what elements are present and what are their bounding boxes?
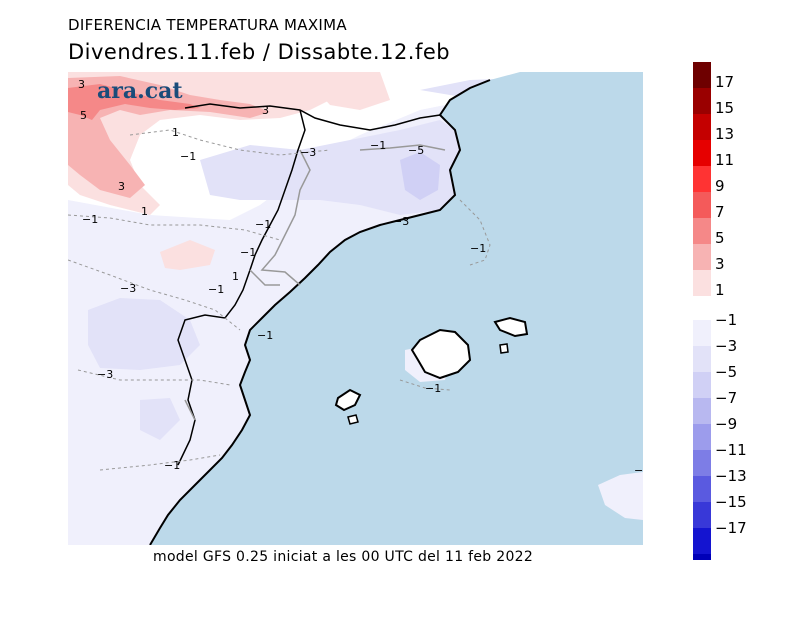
legend-label: −3 <box>715 337 737 355</box>
legend-swatch <box>693 450 711 476</box>
contour-label: 3 <box>78 78 85 91</box>
cabrera <box>499 343 509 354</box>
legend-label: 7 <box>715 203 725 221</box>
sea <box>150 72 643 545</box>
coastline <box>149 79 491 545</box>
sea-minus-1-east <box>598 472 643 520</box>
legend-swatch <box>693 320 711 346</box>
legend-swatch <box>693 554 711 560</box>
legend-swatch <box>693 140 711 166</box>
legend-label: −11 <box>715 441 747 459</box>
legend-swatch <box>693 528 711 554</box>
contour-label: 3 <box>118 180 125 193</box>
ara-cat-logo: ara.cat <box>97 78 183 104</box>
zone-plus-5 <box>68 84 200 120</box>
legend-swatch <box>693 244 711 270</box>
legend-positive: 17 15 13 11 9 7 5 3 1 <box>693 62 734 299</box>
legend-label: 15 <box>715 99 734 117</box>
boundary-regions <box>177 109 306 466</box>
legend-swatch <box>693 372 711 398</box>
legend-label: 5 <box>715 229 725 247</box>
legend-swatch <box>693 476 711 502</box>
legend-label: −1 <box>715 311 737 329</box>
contour-label: 1 <box>232 270 239 283</box>
legend-swatch <box>693 88 711 114</box>
legend-negative: −1 −3 −5 −7 −9 −11 −13 −15 −17 <box>693 311 747 560</box>
model-footer: model GFS 0.25 iniciat a les 00 UTC del … <box>153 549 534 565</box>
contour-label: −3 <box>120 282 136 295</box>
map-title: DIFERENCIA TEMPERATURA MAXIMA <box>68 16 347 34</box>
legend-swatch <box>693 218 711 244</box>
legend-label: 13 <box>715 125 734 143</box>
legend-label: 17 <box>715 73 734 91</box>
contour-label: −1 <box>425 382 441 395</box>
zone-plus-1-c <box>300 72 390 110</box>
zone-plus-1-b <box>160 240 215 270</box>
formentera <box>347 414 359 425</box>
contour-label: −3 <box>300 146 316 159</box>
legend-label: 3 <box>715 255 725 273</box>
color-legend: 17 15 13 11 9 7 5 3 1 −1 −3 −5 −7 −9 −11 −13 −15 −17 <box>693 62 747 560</box>
contour-label: −1 <box>370 139 386 152</box>
zone-minus-3-west <box>88 298 200 370</box>
legend-label: −5 <box>715 363 737 381</box>
contour-label: −1 <box>240 246 256 259</box>
legend-swatch <box>693 270 711 296</box>
contour-label: 5 <box>80 109 87 122</box>
eivissa <box>334 388 362 412</box>
zone-minus-5 <box>400 152 440 200</box>
boundary-internal <box>184 144 446 421</box>
legend-label: −13 <box>715 467 747 485</box>
legend-swatch <box>693 346 711 372</box>
contour-label: 1 <box>172 126 179 139</box>
legend-swatch <box>693 192 711 218</box>
contour-label: −1 <box>257 329 273 342</box>
contour-labels: 35 31−131−1−3−1 −5−3−1−11−1−3−1−1−3−1−1− <box>78 78 643 477</box>
legend-label: −17 <box>715 519 747 537</box>
zone-plus-3 <box>68 76 270 198</box>
contour-label: −3 <box>97 368 113 381</box>
contour-label: −1 <box>255 218 271 231</box>
legend-swatch <box>693 114 711 140</box>
border-france-spain <box>184 103 441 131</box>
legend-label: 11 <box>715 151 734 169</box>
contour-label: −1 <box>470 242 486 255</box>
temperature-difference-map: 35 31−131−1−3−1 −5−3−1−11−1−3−1−1−3−1−1− <box>68 72 643 545</box>
contour-label: −1 <box>208 283 224 296</box>
contour-label: −1 <box>82 213 98 226</box>
contour-label: 1 <box>141 205 148 218</box>
zone-minus-3-north <box>200 120 470 215</box>
legend-swatch <box>693 166 711 192</box>
zone-minus-3-south <box>140 398 180 440</box>
legend-swatch <box>693 502 711 528</box>
legend-label: −15 <box>715 493 747 511</box>
legend-swatch <box>693 424 711 450</box>
contour-label: 3 <box>262 104 269 117</box>
legend-label: −9 <box>715 415 737 433</box>
contour-label: −1 <box>164 459 180 472</box>
legend-label: −7 <box>715 389 737 407</box>
legend-swatch <box>693 398 711 424</box>
contour-label: −3 <box>393 215 409 228</box>
legend-label: 1 <box>715 281 725 299</box>
contour-label: −5 <box>408 144 424 157</box>
map-subtitle: Divendres.11.feb / Dissabte.12.feb <box>68 40 451 64</box>
contour-lines <box>68 129 491 471</box>
mallorca <box>410 328 472 380</box>
contour-label: −1 <box>180 150 196 163</box>
menorca <box>493 316 529 338</box>
contour-label: − <box>634 464 643 477</box>
legend-swatch <box>693 62 711 88</box>
legend-label: 9 <box>715 177 725 195</box>
